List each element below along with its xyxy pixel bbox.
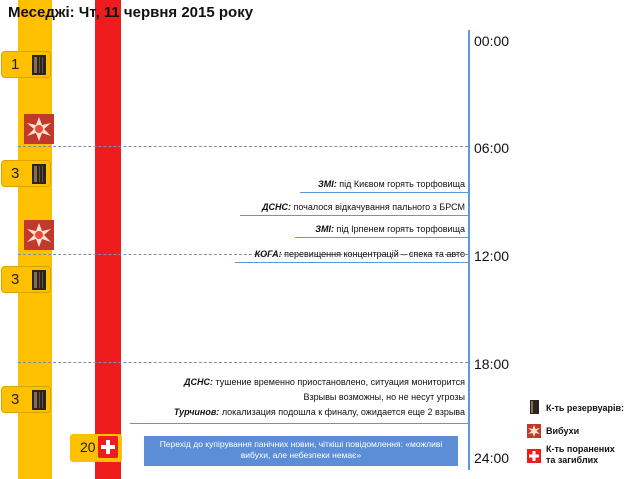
event-text: КОГА: перевищення концентрацій – спека т…	[255, 249, 465, 259]
event-message: локализация подошла к финалу, ожидается …	[219, 407, 465, 417]
tank-icon	[32, 164, 46, 184]
tank-count: 1	[11, 56, 20, 73]
separator-18	[18, 362, 468, 363]
event-source: ДСНС:	[262, 202, 291, 212]
tank-count: 3	[11, 271, 20, 288]
tank-count: 3	[11, 391, 20, 408]
event-text: ЗМІ: під Ірпенем горять торфовища	[315, 224, 465, 234]
explosion-icon	[24, 220, 54, 250]
casualty-count: 20	[80, 439, 96, 455]
event-message: тушение временно приостановлено, ситуаци…	[213, 377, 465, 387]
legend-tanks: К-ть резервуарів:	[546, 403, 625, 413]
event-connector	[300, 192, 468, 193]
time-label: 00:00	[474, 33, 510, 49]
event-source: ДСНС:	[184, 377, 214, 387]
event-text: ЗМІ: під Києвом горять торфовища	[318, 179, 465, 189]
event-connector	[130, 423, 468, 424]
tank-counter: 1	[1, 51, 51, 78]
casualty-counter: 20	[70, 434, 122, 462]
event-source: Турчинов:	[173, 407, 220, 417]
event-text: Турчинов: локализация подошла к финалу, …	[174, 407, 465, 417]
tank-counter: 3	[1, 160, 51, 187]
event-message: під Ірпенем горять торфовища	[333, 224, 465, 234]
red-cross-icon	[527, 449, 541, 463]
explosion-icon	[527, 424, 541, 438]
time-label: 24:00	[474, 450, 510, 466]
tank-counter: 3	[1, 386, 51, 413]
event-text: ДСНС: почалося відкачування пального з Б…	[262, 202, 465, 212]
event-source: ЗМІ:	[318, 179, 337, 189]
event-text: ДСНС: тушение временно приостановлено, с…	[184, 377, 465, 387]
explosion-icon	[24, 114, 54, 144]
event-source: ЗМІ:	[315, 224, 334, 234]
event-message: почалося відкачування пального з БРСМ	[291, 202, 466, 212]
event-message: Взрывы возможны, но не несут угрозы	[303, 392, 465, 402]
tank-count: 3	[11, 165, 20, 182]
time-label: 18:00	[474, 356, 510, 372]
time-label: 12:00	[474, 248, 510, 264]
event-message: перевищення концентрацій – спека та авто	[281, 249, 465, 259]
legend-casualties: К-ть поранених та загиблих	[546, 444, 615, 465]
timeline-axis	[468, 30, 470, 470]
tank-icon	[32, 270, 46, 290]
casualties-column-bar	[95, 0, 121, 479]
summary-note: Перехід до купірування панічних новин, ч…	[144, 436, 458, 466]
legend-explosions: Вибухи	[546, 426, 580, 436]
tank-icon	[32, 390, 46, 410]
event-source: КОГА:	[254, 249, 282, 259]
separator-06	[18, 146, 468, 147]
tank-icon	[32, 55, 46, 75]
separator-12	[18, 254, 468, 255]
event-connector	[240, 215, 468, 216]
event-connector	[295, 237, 468, 238]
time-label: 06:00	[474, 140, 510, 156]
page-title: Меседжі: Чт, 11 червня 2015 року	[8, 4, 254, 21]
tank-counter: 3	[1, 266, 51, 293]
event-text: Взрывы возможны, но не несут угрозы	[304, 392, 465, 402]
tank-icon	[530, 400, 539, 414]
event-message: під Києвом горять торфовища	[336, 179, 465, 189]
red-cross-icon	[98, 436, 118, 458]
event-connector	[235, 262, 468, 263]
